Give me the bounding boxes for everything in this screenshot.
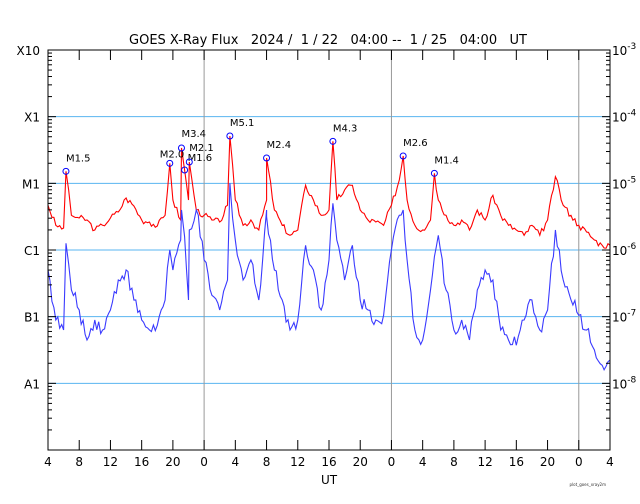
footer-note: plot_goes_xray2m [570, 482, 607, 487]
flare-peak-marker [263, 154, 271, 162]
flare-peak-marker [399, 152, 407, 160]
flare-label: M5.1 [230, 118, 255, 129]
x-axis-tick-label: 0 [388, 455, 396, 469]
short-channel-line [47, 183, 611, 372]
right-axis-tick-label: 10-5 [612, 175, 636, 191]
left-axis-tick-label: X10 [17, 44, 41, 58]
x-axis-tick-label: 20 [165, 455, 180, 469]
flare-label: M2.1 [189, 143, 214, 154]
flare-label: M1.6 [188, 153, 213, 164]
left-axis-tick-label: B1 [24, 311, 40, 325]
x-axis-tick-label: 8 [75, 455, 83, 469]
flare-peak-marker [185, 158, 193, 166]
x-axis-tick-label: 0 [575, 455, 583, 469]
flare-peak-marker [166, 159, 174, 167]
x-axis-tick-label: 20 [540, 455, 555, 469]
x-axis-tick-label: 12 [477, 455, 492, 469]
right-axis-tick-label: 10-3 [612, 42, 636, 58]
x-axis-tick-label: 16 [134, 455, 149, 469]
flare-peak-marker [62, 167, 70, 175]
flare-label: M2.6 [403, 138, 428, 149]
flare-label: M2.4 [267, 140, 292, 151]
left-axis-tick-label: M1 [22, 177, 40, 191]
chart-title: GOES X-Ray Flux 2024 / 1 / 22 04:00 -- 1… [129, 33, 527, 48]
x-axis-tick-label: 12 [103, 455, 118, 469]
flare-label: M1.4 [434, 155, 459, 166]
right-axis-tick-label: 10-7 [612, 309, 636, 325]
flare-peak-marker [329, 137, 337, 145]
right-axis-tick-label: 10-6 [612, 242, 637, 258]
x-axis-tick-label: 8 [450, 455, 458, 469]
x-axis-tick-label: 4 [419, 455, 427, 469]
left-axis-tick-label: X1 [24, 111, 40, 125]
left-axis-tick-label: A1 [24, 377, 40, 391]
x-axis-tick-label: 4 [44, 455, 52, 469]
x-axis-tick-label: 0 [200, 455, 208, 469]
flare-peak-marker [226, 132, 234, 140]
right-axis-tick-label: 10-4 [612, 109, 637, 125]
x-axis-tick-label: 4 [606, 455, 614, 469]
flare-peak-marker [177, 144, 185, 152]
right-axis-tick-label: 10-8 [612, 375, 637, 391]
flare-label: M1.5 [66, 153, 91, 164]
x-axis-tick-label: 16 [509, 455, 524, 469]
flare-peak-marker [181, 166, 189, 174]
x-axis-tick-label: 16 [321, 455, 336, 469]
x-axis-label: UT [321, 473, 338, 487]
long-channel-line [47, 135, 611, 249]
x-axis-tick-label: 20 [353, 455, 368, 469]
flare-label: M4.3 [333, 123, 358, 134]
x-axis-tick-label: 12 [290, 455, 305, 469]
flare-label: M3.4 [181, 129, 206, 140]
x-axis-tick-label: 4 [232, 455, 240, 469]
flare-label: M2.0 [160, 149, 185, 160]
left-axis-tick-label: C1 [24, 244, 40, 258]
flare-peak-marker [430, 169, 438, 177]
x-axis-tick-label: 8 [263, 455, 271, 469]
